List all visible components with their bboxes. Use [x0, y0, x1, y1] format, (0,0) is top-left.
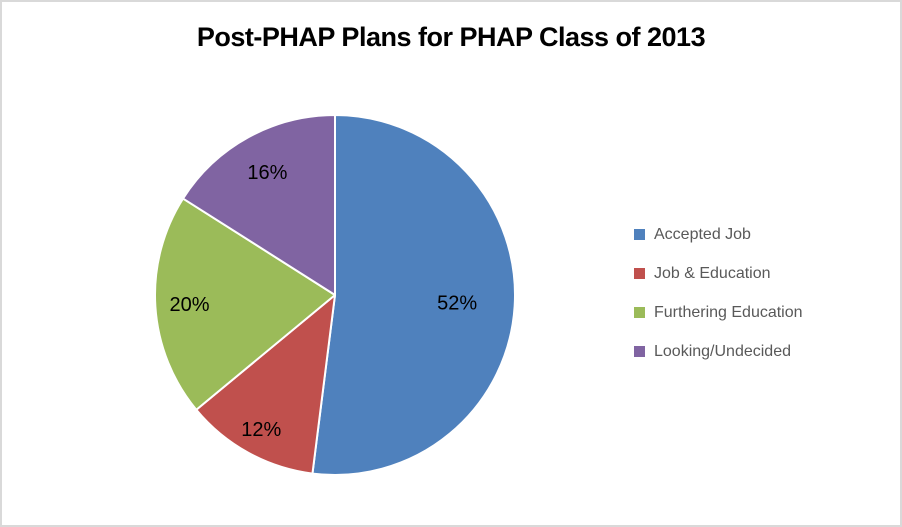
slice-label-accepted-job: 52% — [437, 293, 477, 315]
pie-slice-looking-undecided — [182, 114, 336, 296]
legend-label: Job & Education — [654, 264, 771, 282]
legend-label: Looking/Undecided — [654, 342, 791, 360]
legend-item-furthering-education: Furthering Education — [634, 293, 803, 332]
slice-label-job-education: 12% — [241, 419, 281, 441]
pie-slice-accepted-job — [311, 114, 516, 476]
legend-swatch-icon — [634, 346, 645, 357]
pie-slice-furthering-education — [154, 197, 336, 411]
chart-title: Post-PHAP Plans for PHAP Class of 2013 — [196, 22, 706, 52]
legend-label: Furthering Education — [654, 303, 803, 321]
pie-slice-job-education — [195, 294, 336, 475]
legend-swatch-icon — [634, 268, 645, 279]
legend-swatch-icon — [634, 229, 645, 240]
legend-label: Accepted Job — [654, 225, 751, 243]
slice-label-looking-undecided: 16% — [247, 162, 287, 184]
legend-item-job-education: Job & Education — [634, 254, 803, 293]
legend-item-accepted-job: Accepted Job — [634, 215, 803, 254]
slice-label-furthering-education: 20% — [169, 294, 209, 316]
legend-item-looking-undecided: Looking/Undecided — [634, 332, 803, 371]
legend-swatch-icon — [634, 307, 645, 318]
legend: Accepted Job Job & Education Furthering Ed… — [634, 215, 803, 371]
